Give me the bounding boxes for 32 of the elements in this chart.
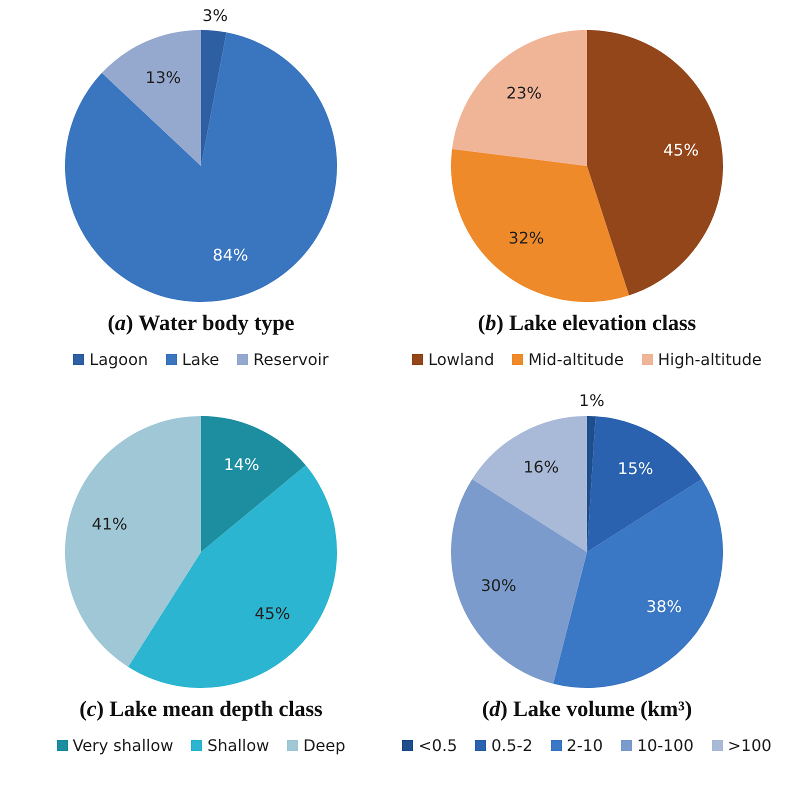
data-label: 16%: [523, 458, 559, 477]
data-label: 45%: [254, 604, 290, 624]
text: (a) Water body type: [108, 310, 294, 336]
legend-label: High-altitude: [658, 350, 762, 369]
data-label: 45%: [663, 140, 699, 160]
legend-label: Deep: [303, 736, 346, 755]
legend-label: Reservoir: [253, 350, 329, 369]
legend-label: Lagoon: [89, 350, 148, 369]
text: (d) Lake volume (km³): [482, 696, 692, 722]
data-label: 30%: [480, 576, 516, 596]
data-label: 13%: [145, 68, 181, 87]
data-label: 15%: [618, 459, 654, 478]
text: (c) Lake mean depth class: [79, 696, 323, 722]
data-label: 3%: [202, 6, 228, 25]
legend-label: 2-10: [566, 736, 603, 755]
legend-label: <0.5: [418, 736, 458, 755]
legend-label: 10-100: [636, 736, 694, 755]
legend-label: Lake: [182, 350, 220, 369]
data-label: 84%: [212, 246, 248, 265]
data-label: 32%: [508, 228, 544, 248]
legend-label: Shallow: [207, 736, 270, 755]
data-label: 38%: [646, 597, 682, 616]
data-label: 23%: [506, 84, 542, 103]
data-label: 1%: [579, 391, 604, 410]
legend-label: Lowland: [428, 350, 494, 369]
data-label: 14%: [224, 455, 260, 474]
data-label: 41%: [92, 514, 128, 534]
legend-label: >100: [728, 736, 772, 755]
text: (b) Lake elevation class: [478, 310, 696, 336]
legend-label: Very shallow: [72, 736, 174, 755]
legend-label: 0.5-2: [491, 736, 533, 755]
legend-label: Mid-altitude: [528, 350, 624, 369]
